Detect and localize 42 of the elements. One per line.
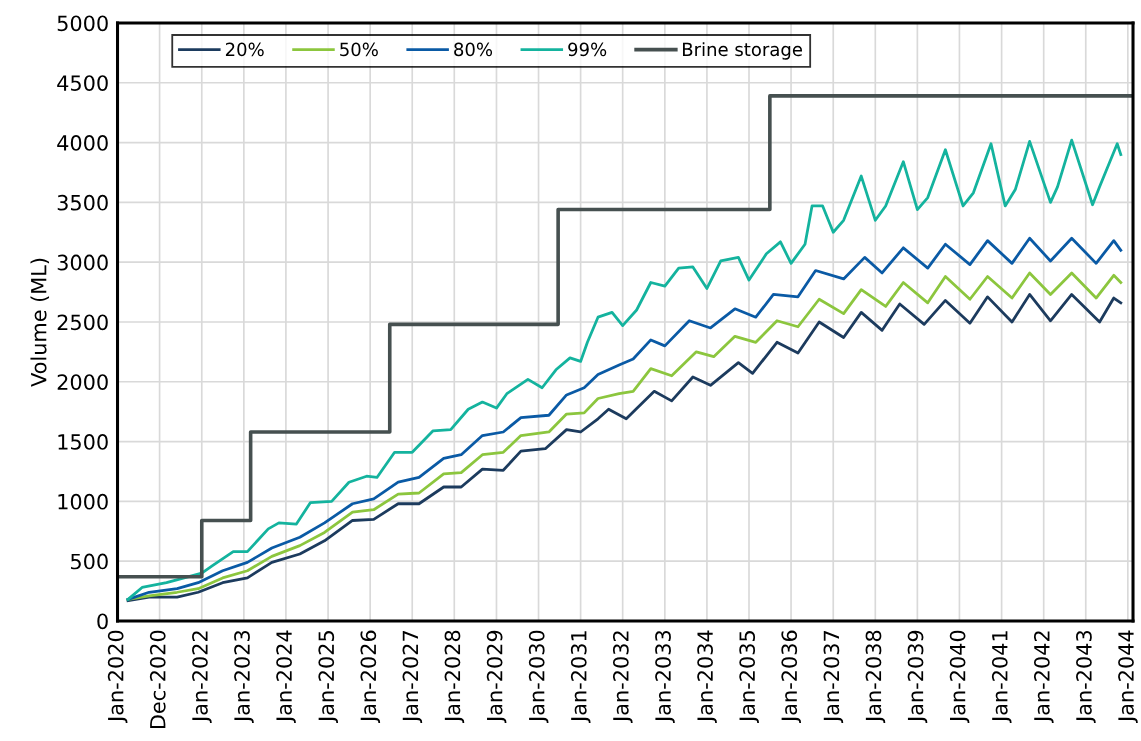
x-tick-label: Jan-2038 [865, 630, 886, 724]
x-tick-label: Jan-2030 [528, 630, 549, 724]
legend-label: 99% [568, 42, 607, 57]
y-tick-label: 3000 [57, 254, 108, 271]
y-tick-label: 2000 [57, 374, 108, 390]
x-tick-label: Jan-2022 [192, 631, 212, 724]
legend-label: 80% [454, 42, 493, 57]
y-tick-label: 4000 [57, 135, 108, 151]
x-tick-label: Jan-2044 [1118, 630, 1138, 724]
x-tick-label: Jan-2026 [360, 630, 381, 724]
x-tick-label: Jan-2040 [949, 630, 970, 724]
x-tick-label: Jan-2035 [739, 631, 759, 724]
x-tick-label: Jan-2043 [1076, 630, 1096, 724]
x-tick-label: Jan-2037 [823, 631, 844, 724]
y-tick-label: 0 [97, 613, 108, 630]
x-tick-label: Jan-2023 [234, 630, 254, 724]
legend-label: 20% [225, 42, 264, 57]
x-tick-label: Jan-2031 [570, 631, 591, 724]
legend-label: Brine storage [683, 42, 802, 60]
x-tick-label: Jan-2029 [486, 630, 507, 724]
y-tick-label: 1000 [58, 493, 108, 510]
x-tick-label: Dec-2020 [149, 630, 166, 729]
y-axis-title: Volume (ML) [30, 258, 50, 387]
x-tick-label: Jan-2034 [697, 630, 717, 724]
y-tick-label: 1500 [58, 434, 108, 450]
y-tick-label: 5000 [57, 15, 108, 32]
x-tick-label: Jan-2033 [655, 630, 675, 724]
x-tick-label: Jan-2041 [991, 631, 1012, 724]
x-tick-label: Jan-2027 [402, 631, 423, 724]
x-tick-label: Jan-2036 [781, 630, 801, 724]
y-tick-label: 2500 [57, 314, 108, 331]
x-tick-label: Jan-2042 [1033, 631, 1054, 724]
x-tick-label: Jan-2025 [318, 631, 339, 724]
x-tick-label: Jan-2039 [907, 630, 928, 724]
y-tick-label: 4500 [57, 75, 108, 91]
y-tick-label: 500 [71, 553, 108, 570]
y-tick-label: 3500 [57, 194, 108, 211]
x-tick-label: Jan-2028 [444, 630, 465, 724]
x-tick-label: Jan-2020 [107, 630, 128, 724]
legend-label: 50% [340, 42, 378, 57]
x-tick-label: Jan-2024 [276, 630, 296, 724]
x-tick-label: Jan-2032 [612, 631, 633, 724]
